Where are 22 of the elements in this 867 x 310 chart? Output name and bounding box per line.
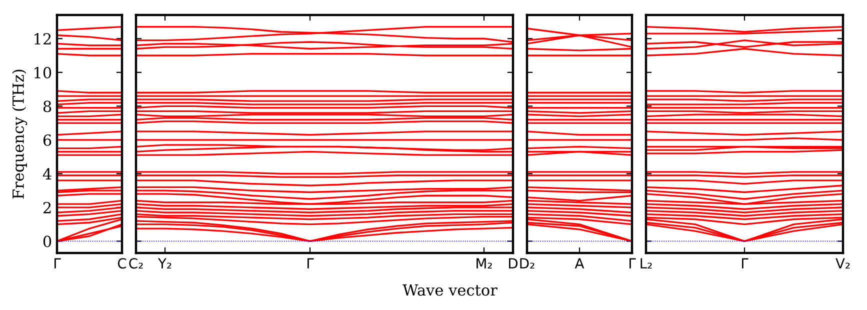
x-tick-label: Γ <box>742 258 748 268</box>
y-axis-title: Frequency (THz) <box>12 70 28 199</box>
y-tick-label: 12 <box>34 33 51 44</box>
x-tick-label: L₂ <box>640 258 652 268</box>
y-tick-label: 10 <box>34 66 52 78</box>
x-tick-label: M₂ <box>476 258 492 268</box>
y-tick-label: 2 <box>43 202 51 214</box>
x-tick-label: D₂ <box>520 258 534 268</box>
y-tick-label: 4 <box>42 168 52 180</box>
x-tick-label: Γ <box>307 258 314 268</box>
x-tick-label: A <box>574 258 584 268</box>
x-tick-label: D <box>509 258 518 268</box>
x-tick-label: V₂ <box>836 258 850 268</box>
x-tick-label: Y₂ <box>158 258 172 268</box>
x-tick-label: C <box>118 258 126 269</box>
y-tick-label: 8 <box>43 100 52 112</box>
y-tick-label: 6 <box>43 134 52 146</box>
y-tick-label: 0 <box>43 236 52 248</box>
x-axis-title: Wave vector <box>402 284 498 296</box>
x-tick-label: C₂ <box>129 258 143 269</box>
x-tick-label: Γ <box>629 258 636 268</box>
x-tick-label: Γ <box>54 258 61 268</box>
